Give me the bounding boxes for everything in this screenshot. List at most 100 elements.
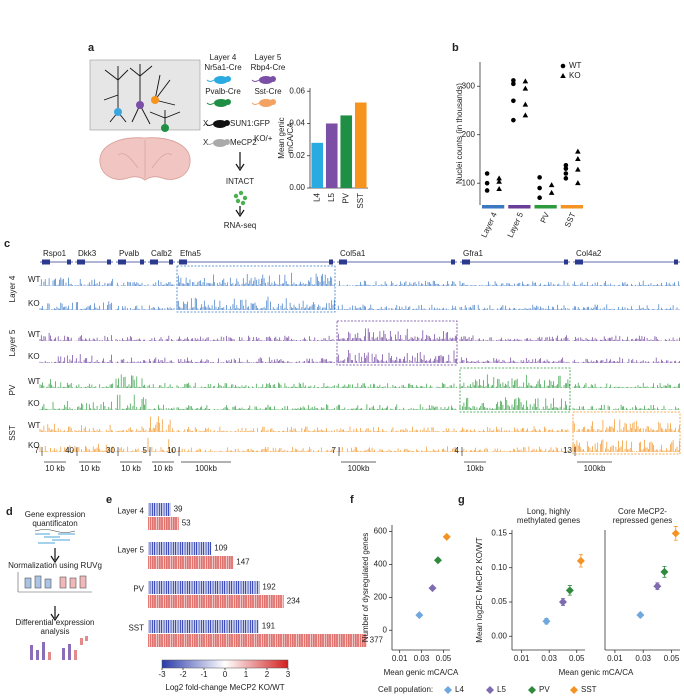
track-group-label: SST xyxy=(8,425,17,441)
plot-title: Core MeCP2- xyxy=(618,507,667,516)
track-group-label: PV xyxy=(8,384,17,395)
y-tick-label: 0.15 xyxy=(491,529,507,538)
gene-name: Pvalb xyxy=(119,249,140,258)
track-ymax: 7 xyxy=(35,446,40,455)
gene-name: Calb2 xyxy=(151,249,172,258)
point xyxy=(428,584,437,593)
point xyxy=(415,611,424,620)
x-tick-label: L4 xyxy=(312,192,321,201)
gene-exon xyxy=(451,259,455,265)
track-ymax: 40 xyxy=(65,446,74,455)
point-wt xyxy=(484,180,490,186)
gene-exon xyxy=(575,259,583,265)
colorbar-tick-label: -1 xyxy=(200,670,208,679)
y-tick-label: 0.02 xyxy=(289,151,305,160)
track-ymax: 7 xyxy=(332,446,337,455)
y-tick-label: 0.00 xyxy=(491,631,507,640)
point-ko xyxy=(575,148,581,154)
mouse-icon xyxy=(214,76,228,84)
gene-exon xyxy=(339,259,347,265)
heatmap-down xyxy=(148,503,171,516)
count-label: 191 xyxy=(262,622,276,631)
scale-label: 10kb xyxy=(466,464,484,473)
plot-title: Long, highly xyxy=(527,507,570,516)
gene-name: Gfra1 xyxy=(463,249,484,258)
x-tick-label: SST xyxy=(563,211,578,229)
row-label: Layer 5 xyxy=(117,546,144,555)
gene-exon xyxy=(67,259,71,265)
point-ko xyxy=(522,85,529,91)
condition-label: WT xyxy=(28,330,41,339)
count-label: 377 xyxy=(370,636,384,645)
heatmap-down xyxy=(148,581,260,594)
legend-label: KO xyxy=(569,71,581,80)
x-axis-label: Mean genic mCA/CA xyxy=(559,668,634,677)
panel-label: g xyxy=(458,494,465,506)
coverage-track xyxy=(39,328,680,341)
point-wt xyxy=(484,171,490,176)
condition-label: KO xyxy=(28,399,40,408)
scale-bar xyxy=(574,447,612,463)
gene-name: Col5a1 xyxy=(340,249,366,258)
gene-name: Col4a2 xyxy=(576,249,602,258)
highlight-box xyxy=(176,265,336,313)
legend-label: L5 xyxy=(497,685,506,694)
gene-exon xyxy=(564,259,568,265)
colorbar-tick-label: 2 xyxy=(265,670,270,679)
highlight-box xyxy=(336,320,458,366)
point-ko xyxy=(522,78,529,84)
count-label: 234 xyxy=(287,597,301,606)
neuron-illustration xyxy=(89,59,248,218)
condition-label: KO xyxy=(28,352,40,361)
point xyxy=(671,529,680,538)
point-ko xyxy=(548,189,555,195)
legend-marker xyxy=(528,686,536,694)
count-label: 109 xyxy=(214,544,228,553)
point-wt xyxy=(537,195,542,201)
mouse-icon xyxy=(259,76,273,84)
x-tick-label: SST xyxy=(356,193,365,209)
y-tick-label: 0 xyxy=(383,625,388,634)
point-wt xyxy=(511,117,516,123)
point-ko xyxy=(575,155,581,161)
scale-label: 100kb xyxy=(584,464,606,473)
mouse-icon xyxy=(205,123,214,126)
mouse-icon xyxy=(206,79,215,82)
scale-label: 10 kb xyxy=(153,464,173,473)
gene-exon xyxy=(77,259,85,265)
gene-exon xyxy=(42,259,50,265)
pipeline-step: analysis xyxy=(41,627,70,636)
mouse-icon xyxy=(224,139,230,145)
colorbar xyxy=(161,659,289,669)
panel-label: a xyxy=(88,42,95,54)
panel-label: e xyxy=(106,494,112,506)
category-band xyxy=(482,205,505,209)
x-tick-label: 0.03 xyxy=(541,654,557,663)
driver-line: Nr5a1-Cre xyxy=(204,63,242,72)
point-ko xyxy=(496,178,502,184)
category-band xyxy=(508,205,531,209)
y-tick-label: 400 xyxy=(374,560,388,569)
gene-name: Rspo1 xyxy=(43,249,67,258)
count-label: 147 xyxy=(236,558,250,567)
point xyxy=(433,556,442,565)
y-axis-label: Mean log2FC MeCP2 KO/WT xyxy=(475,537,484,642)
pipeline-step: Normalization using RUVg xyxy=(8,561,102,570)
y-tick-label: 100 xyxy=(462,178,476,187)
driver-layer: Layer 4 xyxy=(210,53,237,62)
legend-title: Cell population: xyxy=(378,685,433,694)
gene-exon xyxy=(118,259,126,265)
point xyxy=(653,582,662,591)
mouse-icon xyxy=(270,76,276,82)
condition-label: WT xyxy=(28,421,41,430)
mouse-icon xyxy=(214,99,228,107)
driver-line: Pvalb-Cre xyxy=(205,87,241,96)
step: RNA-seq xyxy=(224,221,256,230)
count-label: 39 xyxy=(174,505,183,514)
mouse-icon xyxy=(213,139,227,147)
mouse-icon xyxy=(206,102,215,105)
legend-marker xyxy=(444,686,452,694)
colorbar-tick-label: -2 xyxy=(179,670,187,679)
driver-layer: Layer 5 xyxy=(255,53,282,62)
point-ko xyxy=(522,101,529,107)
